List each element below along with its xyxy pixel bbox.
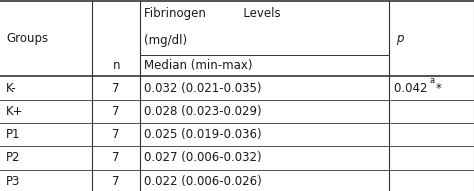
Text: (mg/dl): (mg/dl) [144,34,187,47]
Text: Groups: Groups [6,32,48,45]
Text: 7: 7 [112,82,120,95]
Text: P1: P1 [6,128,21,141]
Text: P2: P2 [6,151,21,164]
Text: 0.032 (0.021-0.035): 0.032 (0.021-0.035) [144,82,261,95]
Text: 7: 7 [112,151,120,164]
Text: 7: 7 [112,175,120,188]
Text: p: p [396,32,403,45]
Text: 0.042: 0.042 [394,82,432,95]
Text: K+: K+ [6,105,24,118]
Text: 0.028 (0.023-0.029): 0.028 (0.023-0.029) [144,105,261,118]
Text: 0.025 (0.019-0.036): 0.025 (0.019-0.036) [144,128,261,141]
Text: 7: 7 [112,105,120,118]
Text: 0.022 (0.006-0.026): 0.022 (0.006-0.026) [144,175,261,188]
Text: Median (min-max): Median (min-max) [144,59,252,72]
Text: 0.027 (0.006-0.032): 0.027 (0.006-0.032) [144,151,261,164]
Text: *: * [436,82,442,95]
Text: P3: P3 [6,175,20,188]
Text: n: n [112,59,120,72]
Text: 7: 7 [112,128,120,141]
Text: Fibrinogen          Levels: Fibrinogen Levels [144,7,280,20]
Text: a: a [429,76,435,85]
Text: K-: K- [6,82,17,95]
